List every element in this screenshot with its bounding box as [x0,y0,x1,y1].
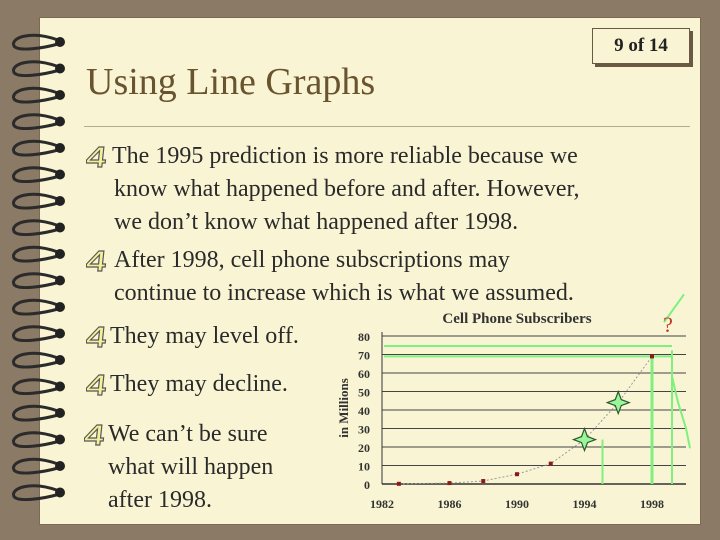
binding-hole [55,169,65,180]
binding-ring [12,484,59,502]
binding-hole [55,355,65,365]
chart-title: Cell Phone Subscribers [442,311,591,327]
binding-ring [12,86,59,104]
binding-hole [55,63,65,74]
numeral-four-icon [84,424,105,446]
unknown-annotation: ? [663,312,673,337]
binding-ring [12,325,59,343]
x-tick-label: 1986 [438,497,462,511]
title-divider [84,126,690,127]
bullet-line: They may decline. [110,371,288,397]
binding-hole [55,461,65,471]
x-tick-label: 1994 [573,497,597,511]
bullet-line: The 1995 prediction is more reliable bec… [112,143,578,169]
binding-ring [12,33,59,51]
y-tick-label: 20 [358,441,370,455]
binding-ring [12,298,59,316]
bullet-item: They may level off. [110,320,299,353]
trend-curve [398,356,653,485]
binding-hole [55,90,65,100]
y-tick-label: 40 [358,404,370,418]
bullet-item: We can’t be sure what will happen after … [108,418,273,517]
numeral-four-icon [86,146,107,168]
binding-ring [12,457,59,475]
data-point [481,479,486,484]
binding-hole [55,116,65,127]
y-tick-label: 30 [358,423,370,437]
slide-counter: 9 of 14 [592,28,690,64]
binding-ring [12,404,59,422]
binding-hole [55,275,65,286]
binding-ring [12,60,59,78]
binding-hole [55,434,65,445]
binding-hole [55,408,65,418]
bullet-item: After 1998, cell phone subscriptions may… [114,244,574,310]
binding-ring [12,139,59,157]
numeral-four-icon [86,326,107,348]
binding-hole [55,381,65,392]
binding-ring [12,113,59,131]
y-tick-label: 10 [358,460,370,474]
y-tick-label: 0 [364,478,370,492]
bullet-line: After 1998, cell phone subscriptions may [114,247,510,273]
binding-hole [55,249,65,259]
data-point [548,461,553,466]
numeral-four-icon [86,374,107,396]
y-tick-label: 70 [358,349,370,363]
binding-hole [55,302,65,312]
y-tick-label: 50 [358,386,370,400]
binding-ring [12,219,59,237]
numeral-four-icon [86,250,107,272]
four-point-star-icon [605,389,631,416]
bullet-line: continue to increase which is what we as… [114,280,574,306]
binding-ring [12,245,59,263]
decline-arrow [671,376,691,449]
binding-ring [12,431,59,449]
bullet-line: They may level off. [110,323,299,349]
binding-hole [55,487,65,498]
slide-title: Using Line Graphs [86,61,376,103]
binding-hole [55,143,65,153]
bullet-item: They may decline. [110,368,288,401]
x-tick-label: 1998 [640,497,664,511]
binding-ring [12,192,59,210]
x-tick-label: 1982 [370,497,394,511]
binding-ring [12,378,59,396]
bullet-line: we don’t know what happened after 1998. [114,209,519,235]
data-point [396,481,401,486]
bullet-line: after 1998. [108,487,212,513]
bullet-line: We can’t be sure [108,421,268,447]
bullet-line: what will happen [108,454,274,480]
spiral-binding [12,33,65,502]
x-tick-label: 1990 [505,497,529,511]
increase-arrow [663,293,685,323]
data-point [447,481,452,486]
bullet-line: know what happened before and after. How… [114,176,580,202]
y-tick-label: 80 [358,330,370,344]
binding-ring [12,166,59,184]
binding-hole [55,328,65,339]
four-point-star-icon [571,426,598,453]
y-axis-label: in Millions [336,378,351,438]
binding-hole [55,222,65,233]
bullet-item: The 1995 prediction is more reliable bec… [112,140,580,239]
binding-ring [12,351,59,369]
binding-hole [55,196,65,206]
binding-hole [55,37,65,47]
data-point [515,472,519,477]
data-point [650,354,654,359]
y-tick-label: 60 [358,367,370,381]
binding-ring [12,272,59,290]
